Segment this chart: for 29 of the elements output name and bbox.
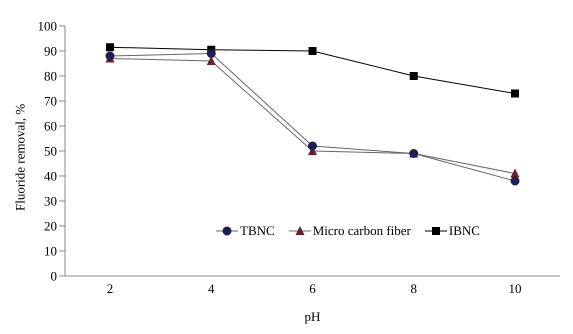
point <box>510 168 520 178</box>
x-tick-label: 8 <box>410 281 417 296</box>
x-tick-label: 6 <box>309 281 316 296</box>
point <box>206 49 216 58</box>
point <box>106 43 114 52</box>
x-tick-label: 2 <box>106 281 114 296</box>
legend-label: Micro carbon fiber <box>312 223 411 239</box>
point <box>308 142 317 150</box>
legend-label: TBNC <box>240 223 275 239</box>
y-tick-label: 70 <box>44 94 57 109</box>
x-axis-title: pH <box>304 309 320 324</box>
point <box>308 47 316 55</box>
y-axis-title: Fluoride removal, % <box>12 104 28 211</box>
y-tick-label: 30 <box>44 194 57 209</box>
x-tick-label: 4 <box>208 281 215 296</box>
point <box>510 176 520 186</box>
legend-label: IBNC <box>448 223 480 239</box>
y-tick-label: 20 <box>44 218 57 234</box>
point <box>410 72 418 80</box>
x-tick-label: 10 <box>508 281 522 296</box>
point <box>511 90 519 98</box>
y-tick-label: 100 <box>38 18 57 34</box>
y-tick-label: 40 <box>44 168 57 184</box>
y-tick-label: 50 <box>44 144 57 159</box>
y-tick-label: 80 <box>44 68 57 84</box>
y-tick-label: 10 <box>44 244 57 259</box>
y-tick-label: 60 <box>44 118 57 134</box>
y-tick-label: 90 <box>44 44 57 59</box>
y-tick-label: 0 <box>50 268 57 284</box>
